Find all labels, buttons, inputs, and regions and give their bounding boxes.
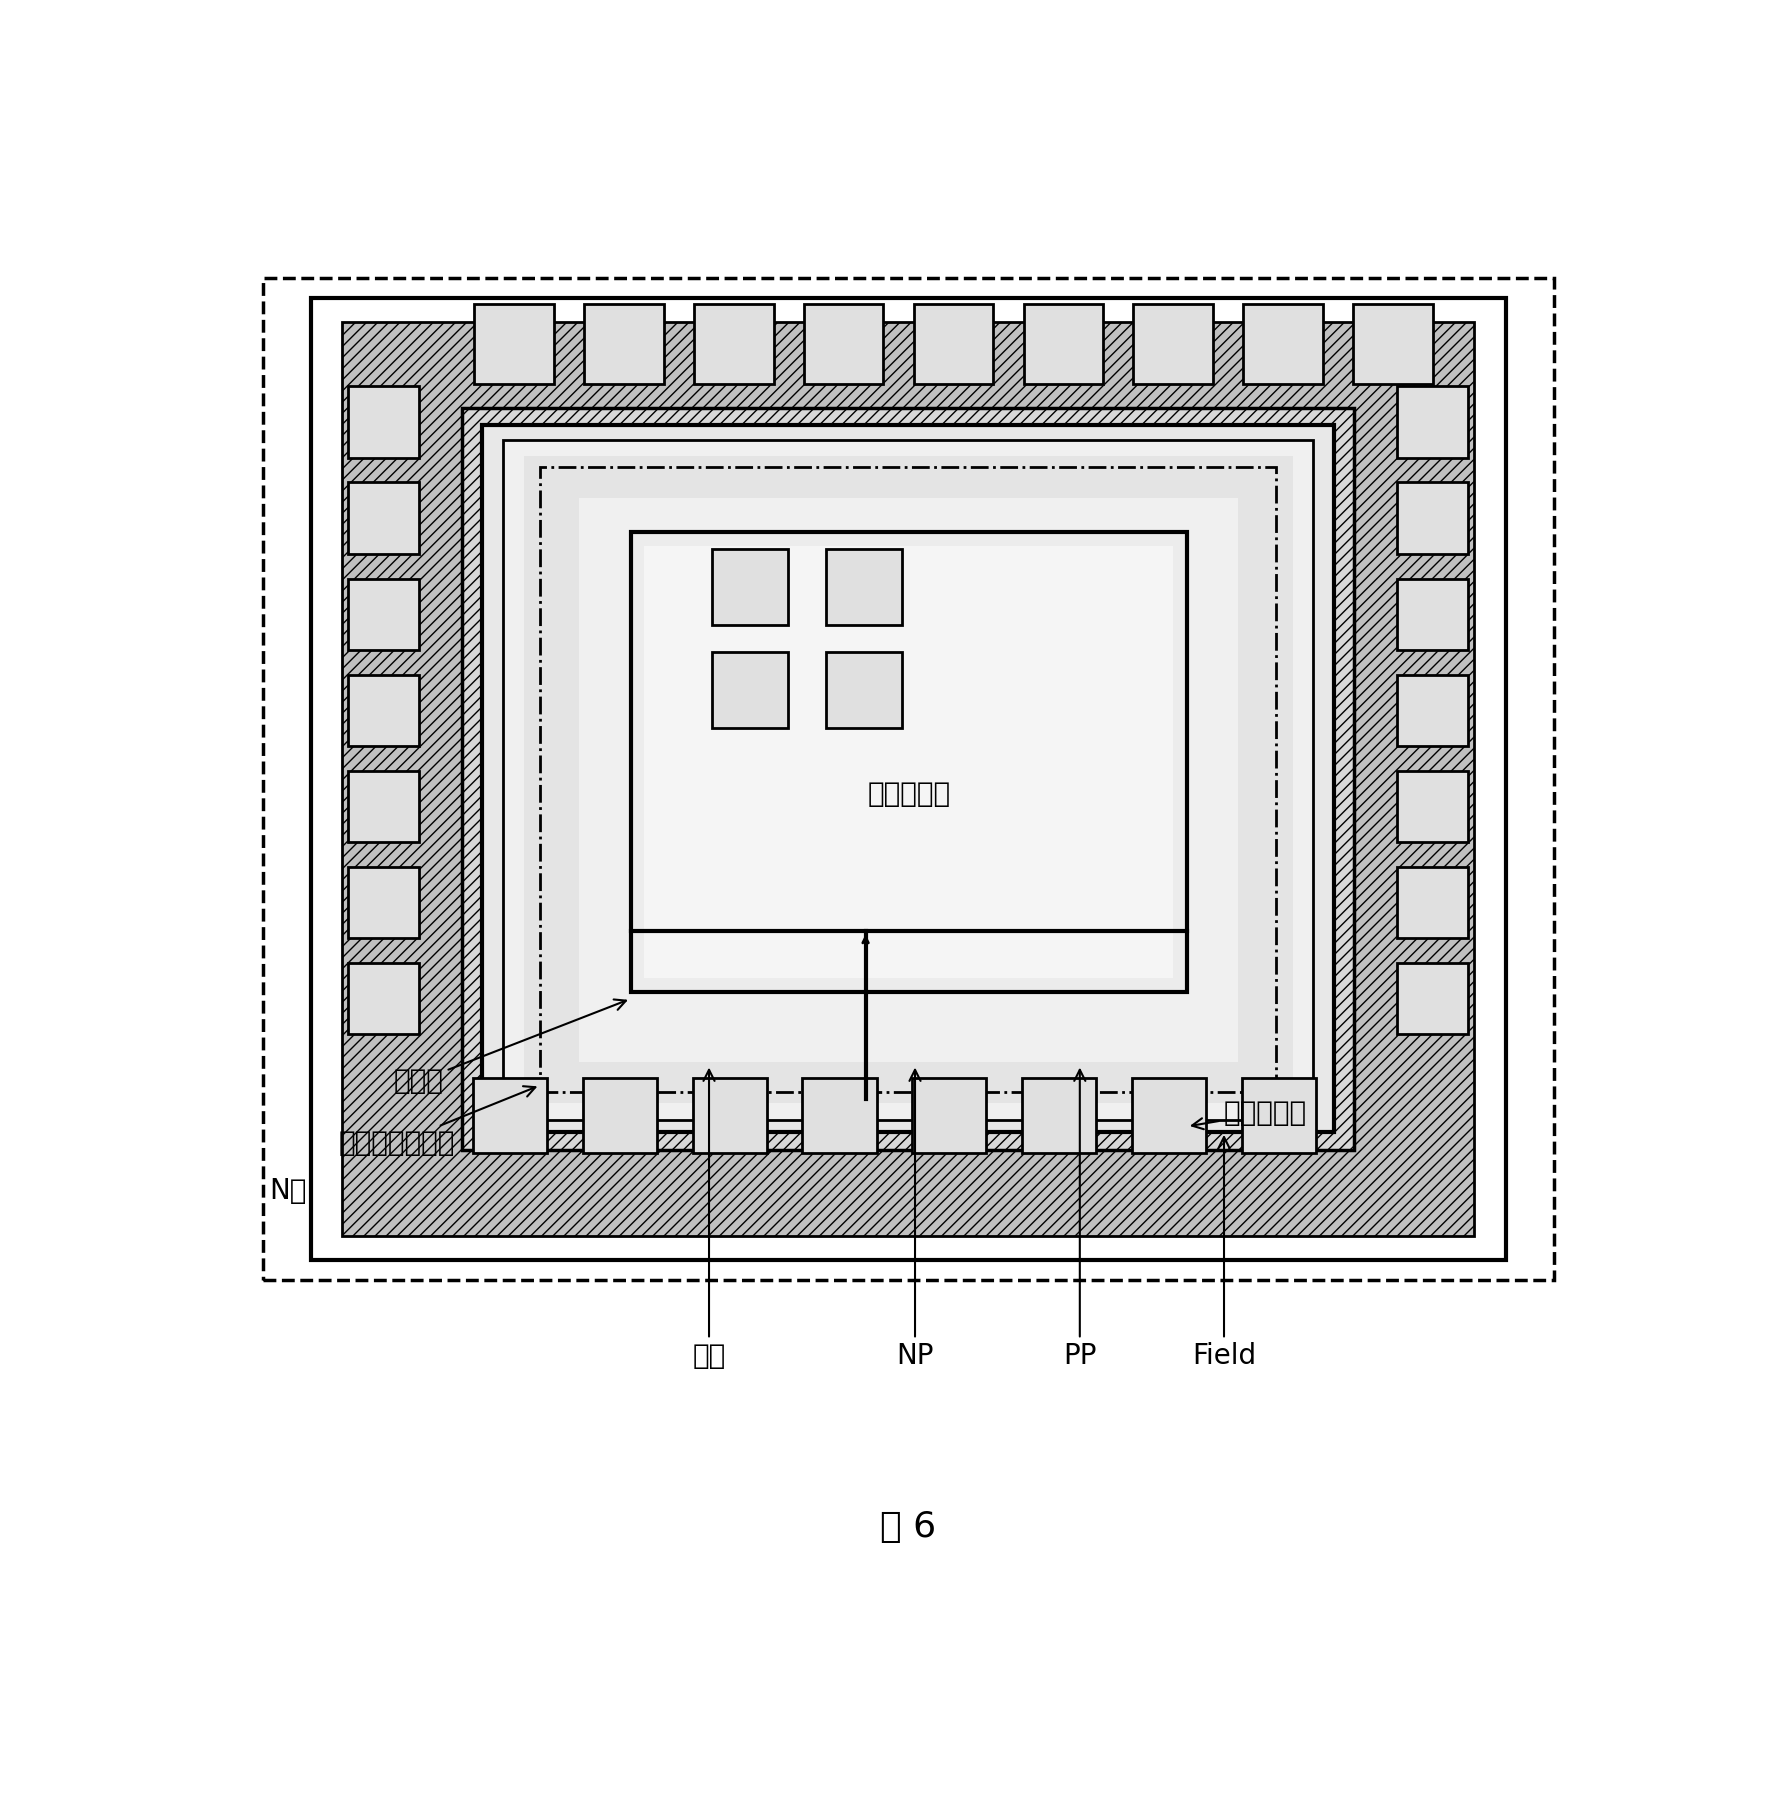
Bar xyxy=(310,299,1506,1259)
Bar xyxy=(1354,304,1434,384)
Bar xyxy=(1396,964,1469,1034)
Bar xyxy=(1396,866,1469,938)
Bar xyxy=(826,652,902,728)
Bar xyxy=(540,466,1276,1091)
Bar xyxy=(1242,1079,1317,1153)
Text: PP: PP xyxy=(1063,1070,1097,1371)
Bar xyxy=(712,549,789,625)
Bar xyxy=(347,964,420,1034)
Bar xyxy=(803,1079,877,1153)
Bar xyxy=(693,1079,767,1153)
Text: N阱: N阱 xyxy=(269,1178,307,1205)
Text: 负极有源区: 负极有源区 xyxy=(1193,1099,1308,1129)
Text: 电极: 电极 xyxy=(693,1070,727,1371)
Bar xyxy=(804,304,884,384)
Bar xyxy=(1244,304,1324,384)
Bar xyxy=(525,456,1292,1104)
Bar xyxy=(1396,675,1469,746)
Bar xyxy=(462,409,1354,1149)
Text: 图 6: 图 6 xyxy=(881,1511,936,1545)
Bar xyxy=(347,385,420,457)
Bar xyxy=(347,771,420,843)
Bar xyxy=(1132,1079,1207,1153)
Bar xyxy=(578,497,1237,1063)
Text: 有源区刻蚀区域: 有源区刻蚀区域 xyxy=(338,1086,535,1158)
Bar xyxy=(482,425,1334,1133)
Bar xyxy=(482,425,1334,1133)
Text: Field: Field xyxy=(1193,1136,1256,1371)
Bar xyxy=(712,652,789,728)
Bar xyxy=(585,304,664,384)
Bar xyxy=(1396,385,1469,457)
Bar xyxy=(914,304,994,384)
Bar xyxy=(503,439,1313,1120)
Bar xyxy=(913,1079,987,1153)
Bar xyxy=(347,866,420,938)
Bar xyxy=(1396,483,1469,555)
Bar xyxy=(1022,1079,1097,1153)
Bar xyxy=(583,1079,657,1153)
Bar xyxy=(1396,771,1469,843)
Bar xyxy=(475,304,555,384)
Bar xyxy=(695,304,774,384)
Bar xyxy=(1024,304,1104,384)
Text: NP: NP xyxy=(897,1070,934,1371)
Bar xyxy=(1134,304,1214,384)
Bar xyxy=(347,578,420,650)
Bar xyxy=(462,409,1354,1149)
Bar xyxy=(347,483,420,555)
Text: 多晶硅: 多晶硅 xyxy=(393,1000,626,1095)
Bar xyxy=(347,675,420,746)
Bar xyxy=(631,531,1187,992)
Bar xyxy=(645,546,1173,978)
Bar xyxy=(1396,578,1469,650)
Text: 正极有源区: 正极有源区 xyxy=(867,780,950,809)
Bar xyxy=(826,549,902,625)
Bar xyxy=(473,1079,548,1153)
Bar xyxy=(342,322,1474,1235)
Bar xyxy=(262,277,1554,1281)
